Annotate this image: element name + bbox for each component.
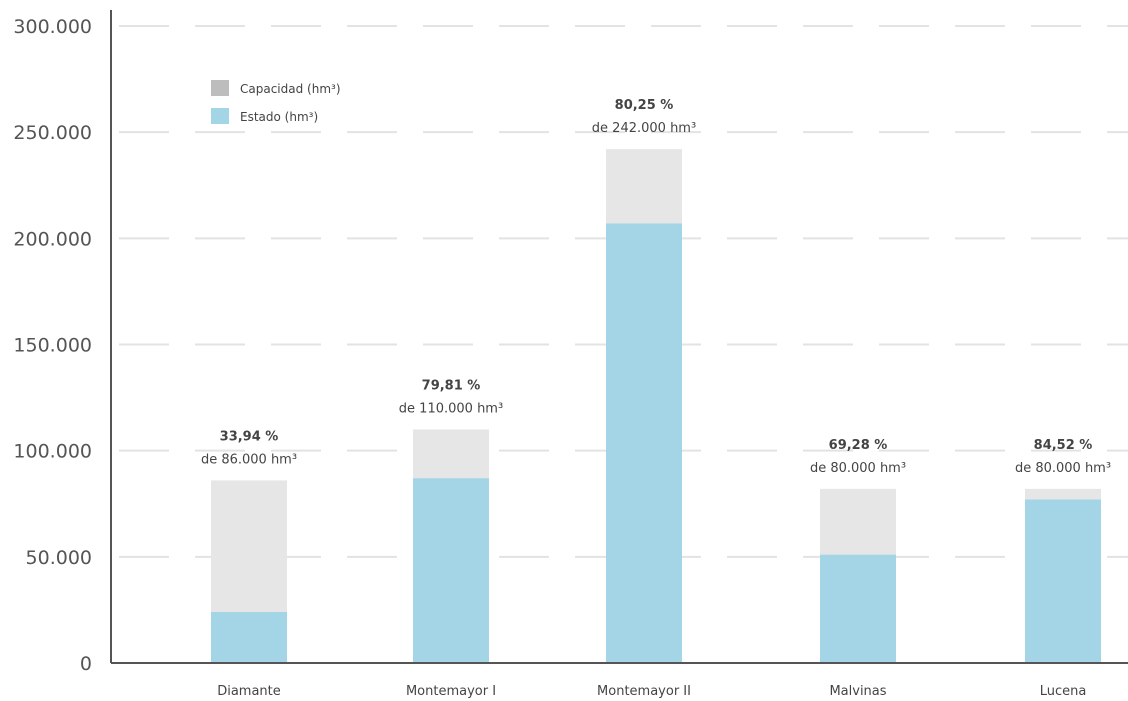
y-tick-label: 0 (80, 653, 92, 675)
bar-estado (820, 554, 896, 663)
x-tick-label: Lucena (1040, 684, 1087, 699)
capacity-label: de 242.000 hm³ (592, 121, 696, 136)
x-tick-label: Montemayor II (597, 684, 691, 699)
bar-estado (211, 612, 287, 663)
percent-label: 79,81 % (422, 378, 481, 393)
y-tick-label: 200.000 (13, 228, 92, 250)
percent-label: 33,94 % (220, 429, 279, 444)
x-tick-label: Malvinas (829, 684, 886, 699)
y-axis-ticks: 0 50.000 100.000 150.000 200.000 250.000 300.0… (13, 16, 92, 675)
legend: Capacidad (hm³) Estado (hm³) (211, 80, 341, 124)
percent-label: 84,52 % (1034, 438, 1093, 453)
legend-label: Capacidad (hm³) (240, 82, 341, 96)
legend-swatch (211, 108, 229, 124)
capacity-label: de 86.000 hm³ (201, 452, 297, 467)
y-tick-label: 300.000 (13, 16, 92, 38)
percent-label: 80,25 % (615, 98, 674, 113)
x-axis-labels: Diamante Montemayor I Montemayor II Malvina… (217, 684, 1086, 699)
bar-annotations: 33,94 % de 86.000 hm³ 79,81 % de 110.000 hm… (201, 98, 1111, 476)
percent-label: 69,28 % (829, 438, 888, 453)
y-tick-label: 150.000 (13, 335, 92, 357)
bar-estado (1025, 499, 1101, 663)
y-tick-label: 100.000 (13, 441, 92, 463)
x-tick-label: Montemayor I (406, 684, 496, 699)
x-tick-label: Diamante (217, 684, 281, 699)
capacity-label: de 80.000 hm³ (1015, 461, 1111, 476)
capacity-label: de 110.000 hm³ (399, 401, 503, 416)
bar-estado (413, 478, 489, 663)
legend-label: Estado (hm³) (240, 110, 318, 124)
capacity-label: de 80.000 hm³ (810, 461, 906, 476)
bars (211, 149, 1101, 664)
y-tick-label: 50.000 (26, 547, 92, 569)
legend-swatch (211, 80, 229, 96)
y-tick-label: 250.000 (13, 122, 92, 144)
bar-estado (606, 223, 682, 663)
